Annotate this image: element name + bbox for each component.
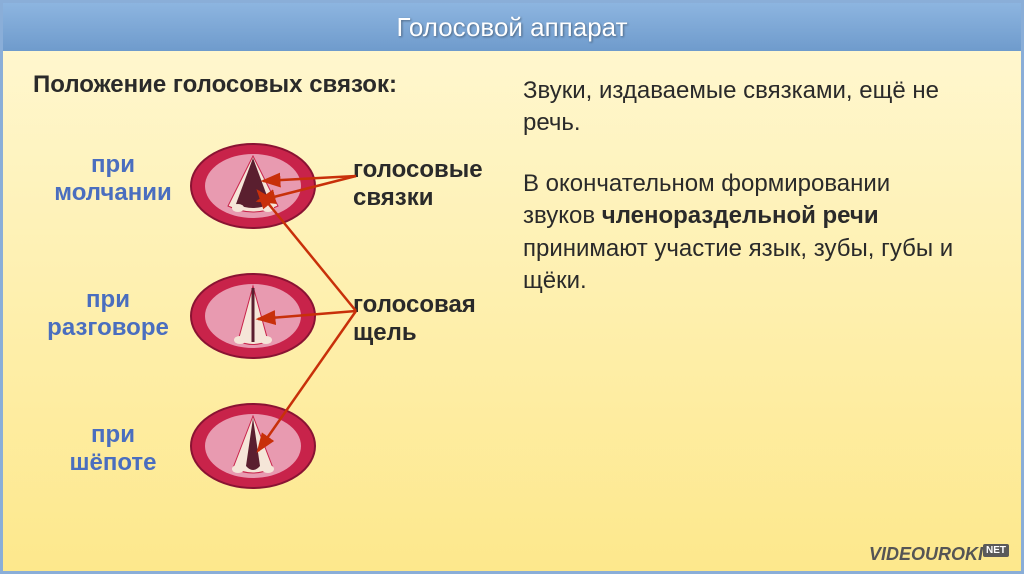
slide-title: Голосовой аппарат (397, 12, 628, 43)
larynx-whisper (188, 396, 318, 501)
subtitle: Положение голосовых связок: (33, 71, 503, 99)
label-vocal-cords: голосовые связки (353, 156, 483, 212)
state-label-whisper: при шёпоте (38, 421, 188, 477)
paragraph-1: Звуки, издаваемые связками, ещё не речь. (523, 75, 963, 140)
title-bar: Голосовой аппарат (3, 3, 1021, 51)
right-panel: Звуки, издаваемые связками, ещё не речь.… (523, 71, 963, 325)
left-panel: Положение голосовых связок: при молчании… (33, 71, 503, 325)
larynx-silence (188, 136, 318, 241)
content-area: Положение голосовых связок: при молчании… (3, 51, 1021, 345)
slide: Голосовой аппарат Положение голосовых св… (0, 0, 1024, 574)
label-glottis: голосовая щель (353, 291, 476, 347)
paragraph-2: В окончательном формировании звуков член… (523, 168, 963, 298)
larynx-talk (188, 266, 318, 371)
state-label-talk: при разговоре (33, 286, 183, 342)
footer-watermark: VIDEOUROKINET (869, 544, 1009, 565)
state-label-silence: при молчании (38, 151, 188, 207)
